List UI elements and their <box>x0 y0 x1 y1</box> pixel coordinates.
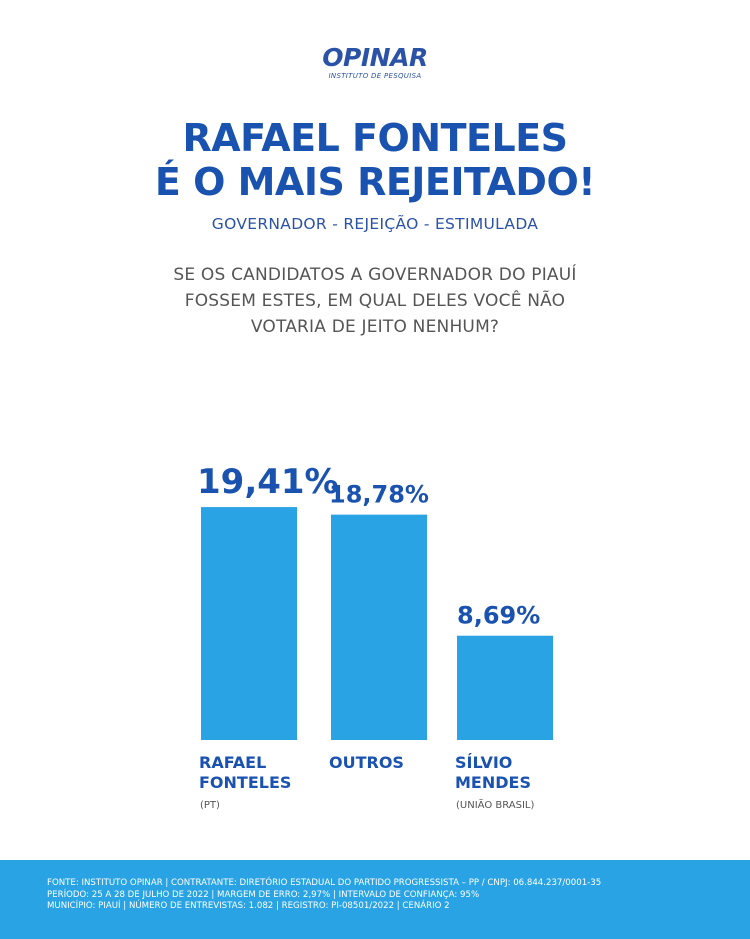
headline-line-1: RAFAEL FONTELES <box>182 116 568 160</box>
footer-line-1: FONTE: INSTITUTO OPINAR | CONTRATANTE: D… <box>47 878 602 888</box>
logo-subtitle: INSTITUTO DE PESQUISA <box>328 72 422 80</box>
footer-line-3: MUNICÍPIO: PIAUÍ | NÚMERO DE ENTREVISTAS… <box>47 901 450 911</box>
survey-question: SE OS CANDIDATOS A GOVERNADOR DO PIAUÍ F… <box>0 262 750 340</box>
question-line-3: VOTARIA DE JEITO NENHUM? <box>250 317 500 337</box>
value-label-3: 8,69% <box>457 602 540 630</box>
chart-subtitle: GOVERNADOR - REJEIÇÃO - ESTIMULADA <box>211 215 539 233</box>
question-line-1: SE OS CANDIDATOS A GOVERNADOR DO PIAUÍ <box>173 265 577 285</box>
category-label-3-line-1: SÍLVIO <box>455 753 512 772</box>
headline: RAFAEL FONTELES É O MAIS REJEITADO! <box>0 116 750 204</box>
bar-3 <box>457 635 553 740</box>
footer-line-2: PERÍODO: 25 A 28 DE JULHO DE 2022 | MARG… <box>47 889 480 900</box>
question-line-2: FOSSEM ESTES, EM QUAL DELES VOCÊ NÃO <box>184 291 566 311</box>
category-label-2-line-1: OUTROS <box>329 753 404 772</box>
bar-2 <box>331 514 427 740</box>
bar-1 <box>201 507 297 740</box>
logo-wordmark: OPINAR <box>322 43 428 72</box>
category-label-3-line-2: MENDES <box>455 773 531 792</box>
footer-text: FONTE: INSTITUTO OPINAR | CONTRATANTE: D… <box>47 878 727 913</box>
category-label-1-line-2: FONTELES <box>199 773 291 792</box>
logo: OPINAR INSTITUTO DE PESQUISA <box>0 44 750 81</box>
category-label-1-line-1: RAFAEL <box>199 753 266 772</box>
party-label-3: (UNIÃO BRASIL) <box>456 798 534 811</box>
party-label-1: (PT) <box>200 800 220 811</box>
value-label-1: 19,41% <box>197 462 339 502</box>
headline-line-2: É O MAIS REJEITADO! <box>154 160 596 204</box>
value-label-2: 18,78% <box>329 481 429 509</box>
footer: FONTE: INSTITUTO OPINAR | CONTRATANTE: D… <box>0 860 750 939</box>
